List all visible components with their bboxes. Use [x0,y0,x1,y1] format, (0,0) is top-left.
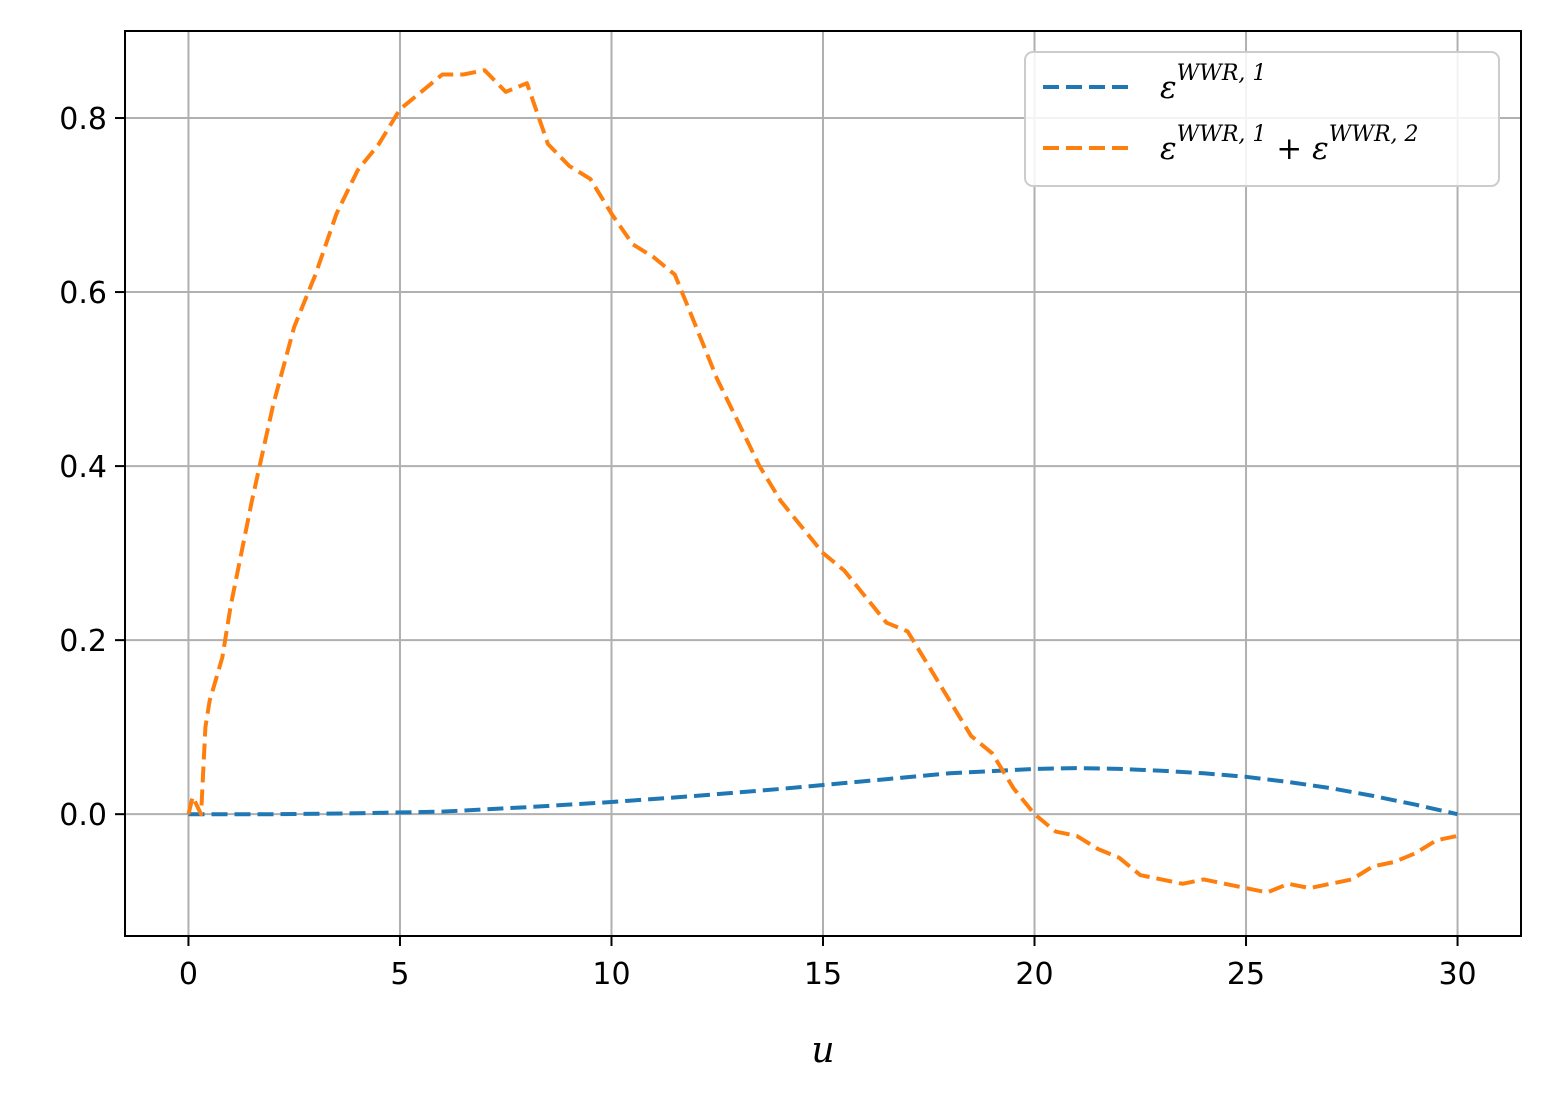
legend-box [1024,51,1500,187]
x-tick-label: 5 [390,957,409,992]
x-tick-label: 10 [592,957,630,992]
ticks: 0 5 10 15 20 25 30 0.0 0.2 0.4 0.6 0.8 [59,102,1476,992]
legend-symbol-epsilon: ε [1160,131,1177,167]
x-axis-label: u [811,1030,834,1071]
x-tick-label: 20 [1015,957,1053,992]
legend-symbol-epsilon: ε [1160,70,1177,106]
legend-entry-series-2: εWWR, 1 + εWWR, 2 [1160,122,1419,167]
y-tick-label: 0.6 [59,276,107,311]
series-line-1 [188,766,1458,817]
x-tick-label: 30 [1438,957,1476,992]
y-tick-label: 0.0 [59,798,107,833]
legend-superscript: WWR, 1 [1177,61,1267,86]
legend-superscript: WWR, 1 [1177,122,1267,147]
legend-superscript: WWR, 2 [1329,122,1419,147]
y-tick-label: 0.2 [59,624,107,659]
series-layer [186,68,1458,895]
y-tick-label: 0.8 [59,102,107,137]
legend-symbol-epsilon: ε [1312,131,1329,167]
y-tick-label: 0.4 [59,450,107,485]
series-line-2 [186,68,1458,895]
legend-plus-sign: + [1266,131,1312,167]
x-tick-label: 15 [804,957,842,992]
x-tick-label: 25 [1227,957,1265,992]
legend-entry-series-1: εWWR, 1 [1160,61,1266,106]
legend: εWWR, 1 εWWR, 1 + εWWR, 2 [1024,51,1500,187]
x-tick-label: 0 [179,957,198,992]
